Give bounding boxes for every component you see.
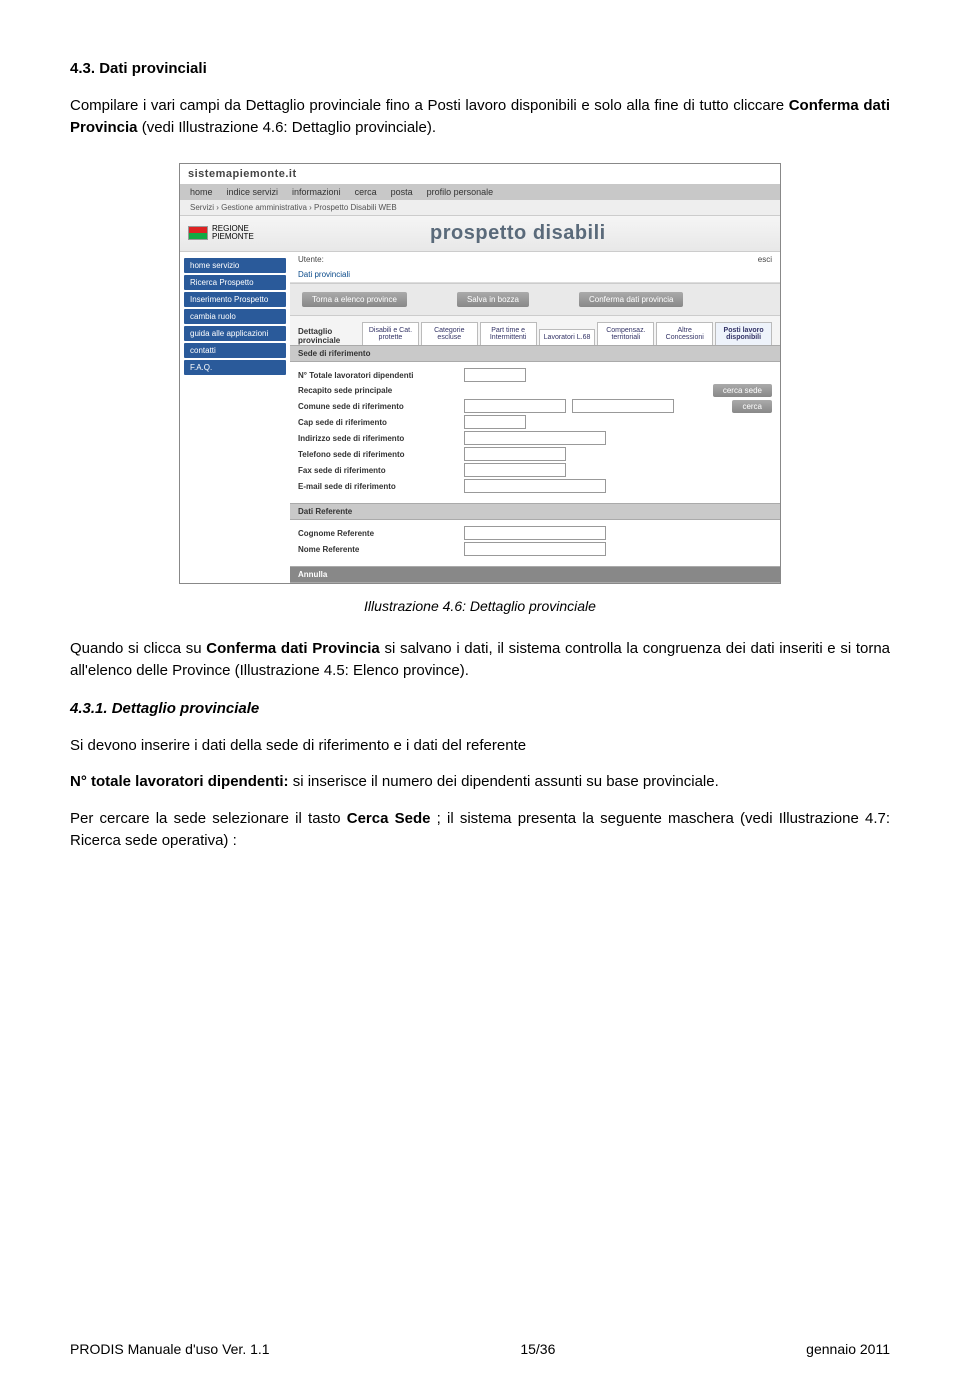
field-label: Cognome Referente	[298, 529, 458, 538]
subsection-title-text: Dettaglio provinciale	[112, 700, 260, 717]
figure-caption: Illustrazione 4.6: Dettaglio provinciale	[70, 598, 890, 614]
region-logo: REGIONE PIEMONTE	[188, 225, 254, 241]
sidebar-item[interactable]: guida alle applicazioni	[184, 326, 286, 341]
field-input[interactable]	[464, 415, 526, 429]
subsection-number: 4.3.1.	[70, 700, 108, 717]
field-input[interactable]	[464, 526, 606, 540]
flag-icon	[188, 226, 208, 240]
field-input[interactable]	[464, 368, 526, 382]
footer-right: gennaio 2011	[806, 1341, 890, 1357]
tabs-label: Dettaglio provinciale	[298, 327, 360, 345]
field-label: Fax sede di riferimento	[298, 466, 458, 475]
field-input[interactable]	[464, 399, 566, 413]
sidebar-item[interactable]: cambia ruolo	[184, 309, 286, 324]
back-button[interactable]: Torna a elenco province	[302, 292, 407, 307]
user-label: Utente:	[298, 255, 324, 264]
tab[interactable]: Disabili e Cat. protette	[362, 322, 419, 346]
footer-center: 15/36	[520, 1341, 555, 1357]
field-label: Nome Referente	[298, 545, 458, 554]
nav-item[interactable]: home	[190, 187, 213, 197]
page-footer: PRODIS Manuale d'uso Ver. 1.1 15/36 genn…	[70, 1341, 890, 1357]
annulla-button[interactable]: Annulla	[290, 566, 780, 583]
sidebar-item[interactable]: F.A.Q.	[184, 360, 286, 375]
field-input[interactable]	[464, 479, 606, 493]
field-label: N° Totale lavoratori dipendenti	[298, 371, 458, 380]
paragraph-4: N° totale lavoratori dipendenti: si inse…	[70, 771, 890, 793]
cerca-sede-button[interactable]: cerca sede	[713, 384, 772, 397]
footer-left: PRODIS Manuale d'uso Ver. 1.1	[70, 1341, 270, 1357]
header-banner: REGIONE PIEMONTE prospetto disabili	[180, 216, 780, 252]
nav-item[interactable]: posta	[391, 187, 413, 197]
field-label: Indirizzo sede di riferimento	[298, 434, 458, 443]
field-label: Telefono sede di riferimento	[298, 450, 458, 459]
field-input[interactable]	[464, 463, 566, 477]
field-label: Cap sede di riferimento	[298, 418, 458, 427]
tab[interactable]: Part time e Intermittenti	[480, 322, 537, 346]
field-input[interactable]	[464, 447, 566, 461]
exit-link[interactable]: esci	[758, 255, 772, 264]
field-input[interactable]	[464, 542, 606, 556]
subsection-heading: 4.3.1. Dettaglio provinciale	[70, 700, 890, 717]
breadcrumb-bar: Servizi › Gestione amministrativa › Pros…	[180, 200, 780, 216]
sidebar-item[interactable]: contatti	[184, 343, 286, 358]
section-number: 4.3.	[70, 60, 95, 77]
save-draft-button[interactable]: Salva in bozza	[457, 292, 529, 307]
section-title-text: Dati provinciali	[99, 60, 207, 77]
paragraph-3: Si devono inserire i dati della sede di …	[70, 735, 890, 757]
field-input[interactable]	[572, 399, 674, 413]
top-nav: home indice servizi informazioni cerca p…	[180, 184, 780, 200]
field-input[interactable]	[464, 431, 606, 445]
paragraph-5: Per cercare la sede selezionare il tasto…	[70, 808, 890, 852]
tab[interactable]: Categorie escluse	[421, 322, 478, 346]
sidebar-item[interactable]: home servizio	[184, 258, 286, 273]
sidebar: home servizio Ricerca Prospetto Inserime…	[180, 252, 290, 584]
nav-item[interactable]: cerca	[355, 187, 377, 197]
sidebar-item[interactable]: Ricerca Prospetto	[184, 275, 286, 290]
content-crumb: Dati provinciali	[290, 267, 780, 283]
field-label: Recapito sede principale	[298, 386, 458, 395]
confirm-province-button[interactable]: Conferma dati provincia	[579, 292, 683, 307]
screenshot-figure: sistemapiemonte.it home indice servizi i…	[179, 163, 781, 585]
paragraph-2: Quando si clicca su Conferma dati Provin…	[70, 638, 890, 682]
tab-active[interactable]: Posti lavoro disponibili	[715, 322, 772, 346]
tab[interactable]: Compensaz. territoriali	[597, 322, 654, 346]
section-bar-ref: Dati Referente	[290, 503, 780, 520]
nav-item[interactable]: informazioni	[292, 187, 341, 197]
section-bar-sede: Sede di riferimento	[290, 345, 780, 362]
tab[interactable]: Altre Concessioni	[656, 322, 713, 346]
cerca-button[interactable]: cerca	[732, 400, 772, 413]
app-title: prospetto disabili	[264, 222, 772, 245]
field-label: Comune sede di riferimento	[298, 402, 458, 411]
paragraph-1: Compilare i vari campi da Dettaglio prov…	[70, 95, 890, 139]
nav-item[interactable]: indice servizi	[227, 187, 279, 197]
tab[interactable]: Lavoratori L.68	[539, 329, 596, 345]
nav-item[interactable]: profilo personale	[427, 187, 494, 197]
field-label: E-mail sede di riferimento	[298, 482, 458, 491]
section-heading: 4.3. Dati provinciali	[70, 60, 890, 77]
site-name: sistemapiemonte.it	[180, 164, 780, 184]
sidebar-item[interactable]: Inserimento Prospetto	[184, 292, 286, 307]
